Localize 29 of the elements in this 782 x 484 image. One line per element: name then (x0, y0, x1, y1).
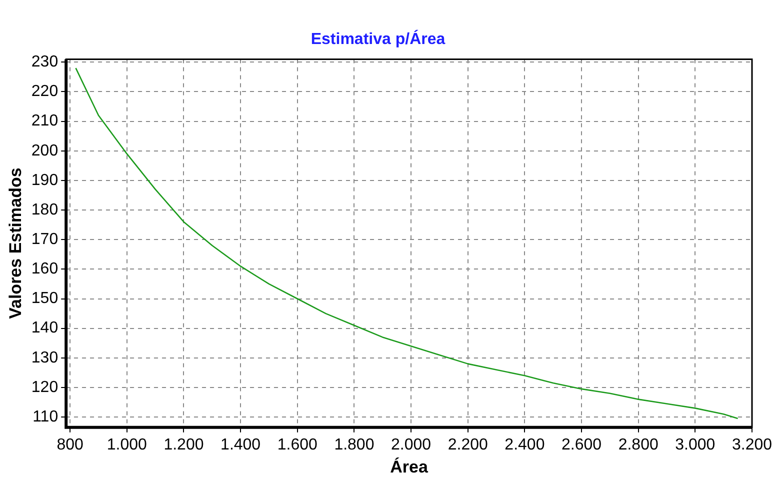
x-tick-label: 2.000 (391, 436, 432, 454)
x-tick-label: 1.400 (220, 436, 261, 454)
y-tick-label: 200 (31, 142, 58, 160)
y-tick-label: 170 (31, 231, 58, 248)
x-axis-title: Área (390, 456, 428, 476)
x-tick-label: 2.800 (618, 436, 658, 454)
x-tick-label: 2.200 (448, 436, 488, 454)
x-tick-label: 3.000 (675, 436, 716, 454)
y-tick-label: 210 (31, 112, 58, 130)
chart-title: Estimativa p/Área (310, 29, 446, 48)
x-tick-label: 800 (56, 436, 84, 454)
y-tick-label: 160 (31, 260, 58, 278)
x-tick-label: 3.200 (732, 436, 772, 454)
y-tick-label: 220 (31, 83, 58, 100)
y-tick-label: 140 (31, 320, 58, 337)
x-tick-label: 1.000 (106, 436, 148, 454)
x-tick-label: 2.600 (561, 436, 602, 454)
x-tick-label: 2.400 (504, 436, 545, 454)
y-tick-label: 130 (31, 349, 58, 366)
y-tick-label: 150 (31, 290, 58, 308)
y-tick-label: 180 (31, 201, 58, 218)
x-tick-label: 1.600 (277, 436, 318, 454)
y-tick-label: 120 (31, 378, 58, 396)
x-tick-label: 1.800 (334, 436, 374, 454)
y-tick-label: 110 (32, 408, 58, 426)
y-tick-label: 230 (31, 54, 58, 71)
y-axis-title: Valores Estimados (6, 168, 25, 319)
x-tick-label: 1.200 (164, 436, 204, 454)
y-tick-label: 190 (31, 172, 58, 189)
